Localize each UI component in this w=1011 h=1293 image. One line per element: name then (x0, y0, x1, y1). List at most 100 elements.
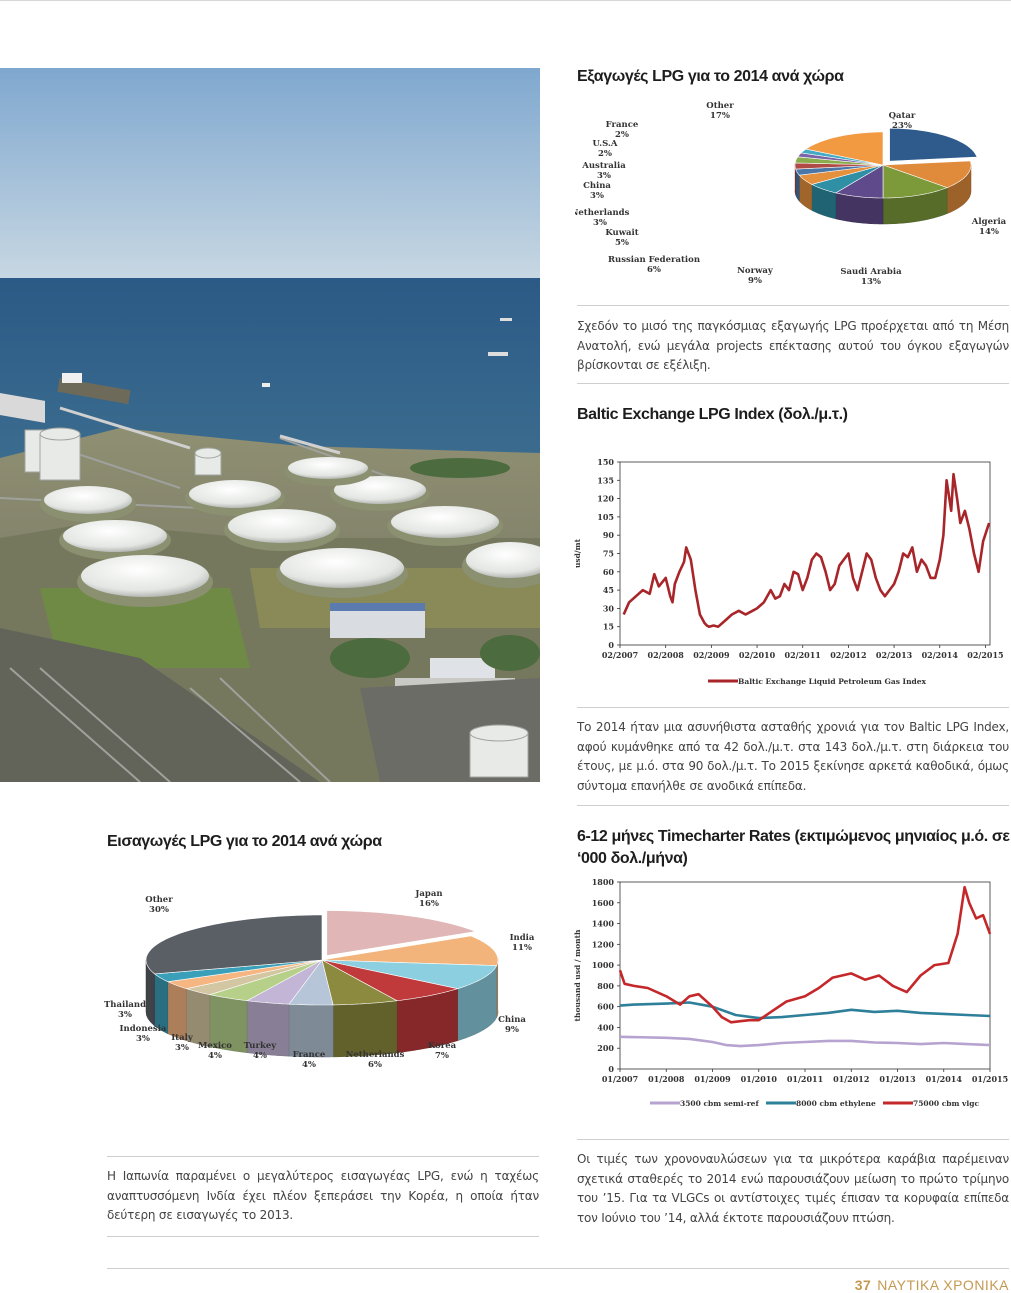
pie-label-japan: Japan (414, 889, 442, 899)
pie-value-qatar: 23% (892, 121, 912, 131)
y-tick-label: 15 (603, 622, 614, 632)
y-tick-label: 150 (597, 457, 614, 467)
pie-label-algeria: Algeria (971, 217, 1007, 227)
series-line-0 (622, 472, 991, 628)
pie-slice-netherlands (321, 959, 398, 1006)
pie-slice-qatar (889, 127, 978, 162)
y-tick-label: 1000 (592, 960, 615, 970)
pie-label-norway: Norway (737, 266, 774, 276)
y-tick-label: 75 (603, 549, 614, 559)
pie-label-france: France (293, 1050, 326, 1060)
y-tick-label: 1600 (592, 898, 615, 908)
pie-value-algeria: 14% (979, 227, 999, 237)
pie-slice-korea (321, 959, 459, 1002)
pie-slice-thailand (153, 959, 323, 983)
pie-slice-netherlands (795, 164, 884, 176)
y-tick-label: 30 (603, 603, 615, 613)
pie-label-italy: Italy (171, 1033, 194, 1043)
pie-label-india: India (510, 933, 535, 943)
x-tick-label: 02/2007 (602, 650, 638, 660)
top-border (0, 0, 1011, 1)
y-tick-label: 1200 (592, 939, 615, 949)
exports-text: Σχεδόν το μισό της παγκόσμιας εξαγωγής L… (577, 319, 1009, 372)
timecharter-title: 6-12 μήνες Timecharter Rates (εκτιμώμενο… (577, 826, 1011, 870)
x-tick-label: 01/2010 (741, 1074, 778, 1084)
publication-name: ΝΑΥΤΙΚΑ ΧΡΟΝΙΚΑ (877, 1277, 1009, 1293)
series-line-2 (618, 885, 992, 1024)
pie-slice-saudi-arabia (882, 164, 948, 199)
pie-slice-russian-federation (810, 164, 884, 194)
y-tick-label: 0 (608, 1064, 614, 1074)
x-tick-label: 01/2008 (648, 1074, 685, 1084)
pie-slice-france (288, 959, 334, 1006)
pie-value-netherlands: 6% (368, 1060, 382, 1070)
pie-value-mexico: 4% (208, 1051, 222, 1061)
pie-slice-china (321, 959, 498, 990)
pie-value-korea: 7% (435, 1051, 449, 1061)
x-tick-label: 02/2014 (922, 650, 959, 660)
x-tick-label: 02/2010 (739, 650, 776, 660)
pie-value-china: 9% (505, 1025, 519, 1035)
pie-value-china: 3% (590, 191, 604, 201)
pie-value-norway: 9% (748, 276, 762, 286)
x-tick-label: 01/2013 (879, 1074, 916, 1084)
pie-label-thailand: Thailand (104, 1000, 146, 1010)
page-footer: 37 ΝΑΥΤΙΚΑ ΧΡΟΝΙΚΑ (855, 1277, 1009, 1293)
x-tick-label: 01/2009 (694, 1074, 731, 1084)
divider (107, 1236, 539, 1237)
timecharter-text: Οι τιμές των χρονοναυλώσεων για τα μικρό… (577, 1152, 1009, 1225)
y-axis-label: usd/mt (573, 538, 582, 568)
pie-label-other: Other (706, 101, 734, 111)
divider (577, 305, 1009, 306)
legend-label-2: 75000 cbm vlgc (913, 1099, 980, 1108)
pie-value-indonesia: 3% (136, 1034, 150, 1044)
pie-slice-other (805, 131, 884, 166)
pie-slice-indonesia (166, 959, 323, 990)
x-tick-label: 01/2012 (833, 1074, 869, 1084)
divider (577, 805, 1009, 806)
baltic-title: Baltic Exchange LPG Index (δολ./μ.τ.) (577, 406, 848, 423)
pie-slice-india (321, 935, 499, 966)
divider (577, 1139, 1009, 1140)
y-tick-label: 45 (603, 585, 614, 595)
terminal-aerial-photo (0, 68, 540, 782)
pie-slice-mexico (208, 959, 323, 1002)
y-tick-label: 800 (597, 981, 614, 991)
pie-value-netherlands: 3% (593, 218, 607, 228)
pie-label-qatar: Qatar (889, 111, 916, 121)
y-tick-label: 1800 (592, 877, 615, 887)
timecharter-line-chart: 0 200 400 600 800 1000 1200 1400 1600 1800 01/2007… (573, 877, 1008, 1108)
pie-slice-china (794, 162, 884, 170)
pie-side-netherlands (332, 1000, 398, 1058)
x-tick-label: 02/2009 (693, 650, 730, 660)
series-line-0 (619, 1035, 991, 1048)
pie-slice-kuwait (798, 164, 884, 185)
pie-value-france: 2% (615, 130, 629, 140)
y-tick-label: 400 (597, 1022, 614, 1032)
y-axis-label: thousand usd / month (573, 929, 582, 1021)
x-tick-label: 01/2007 (602, 1074, 638, 1084)
page-number: 37 (854, 1277, 872, 1293)
timecharter-title-line2: ‘000 δολ./μήνα) (577, 850, 688, 867)
pie-value-australia: 3% (597, 171, 611, 181)
pie-slice-algeria (882, 160, 972, 188)
x-tick-label: 02/2011 (785, 650, 821, 660)
pie-label-netherlands: Netherlands (575, 208, 630, 218)
pie-label-mexico: Mexico (198, 1041, 232, 1051)
y-tick-label: 0 (608, 640, 614, 650)
pie-label-other: Other (145, 895, 173, 905)
imports-title: Εισαγωγές LPG για το 2014 ανά χώρα (107, 833, 382, 850)
x-tick-label: 01/2014 (926, 1074, 963, 1084)
legend-label-1: 8000 cbm ethylene (796, 1099, 876, 1108)
baltic-text: Το 2014 ήταν μια ασυνήθιστα ασταθής χρον… (577, 720, 1009, 793)
pie-slice-other (145, 914, 323, 975)
pie-side-indonesia (167, 981, 187, 1042)
y-tick-label: 600 (597, 1002, 614, 1012)
x-tick-label: 02/2013 (876, 650, 913, 660)
divider (107, 1156, 539, 1157)
pie-value-kuwait: 5% (615, 238, 629, 248)
pie-label-saudi-arabia: Saudi Arabia (840, 267, 902, 277)
timecharter-title-line1: 6-12 μήνες Timecharter Rates (εκτιμώμενο… (577, 828, 1010, 845)
x-tick-label: 01/2011 (787, 1074, 823, 1084)
